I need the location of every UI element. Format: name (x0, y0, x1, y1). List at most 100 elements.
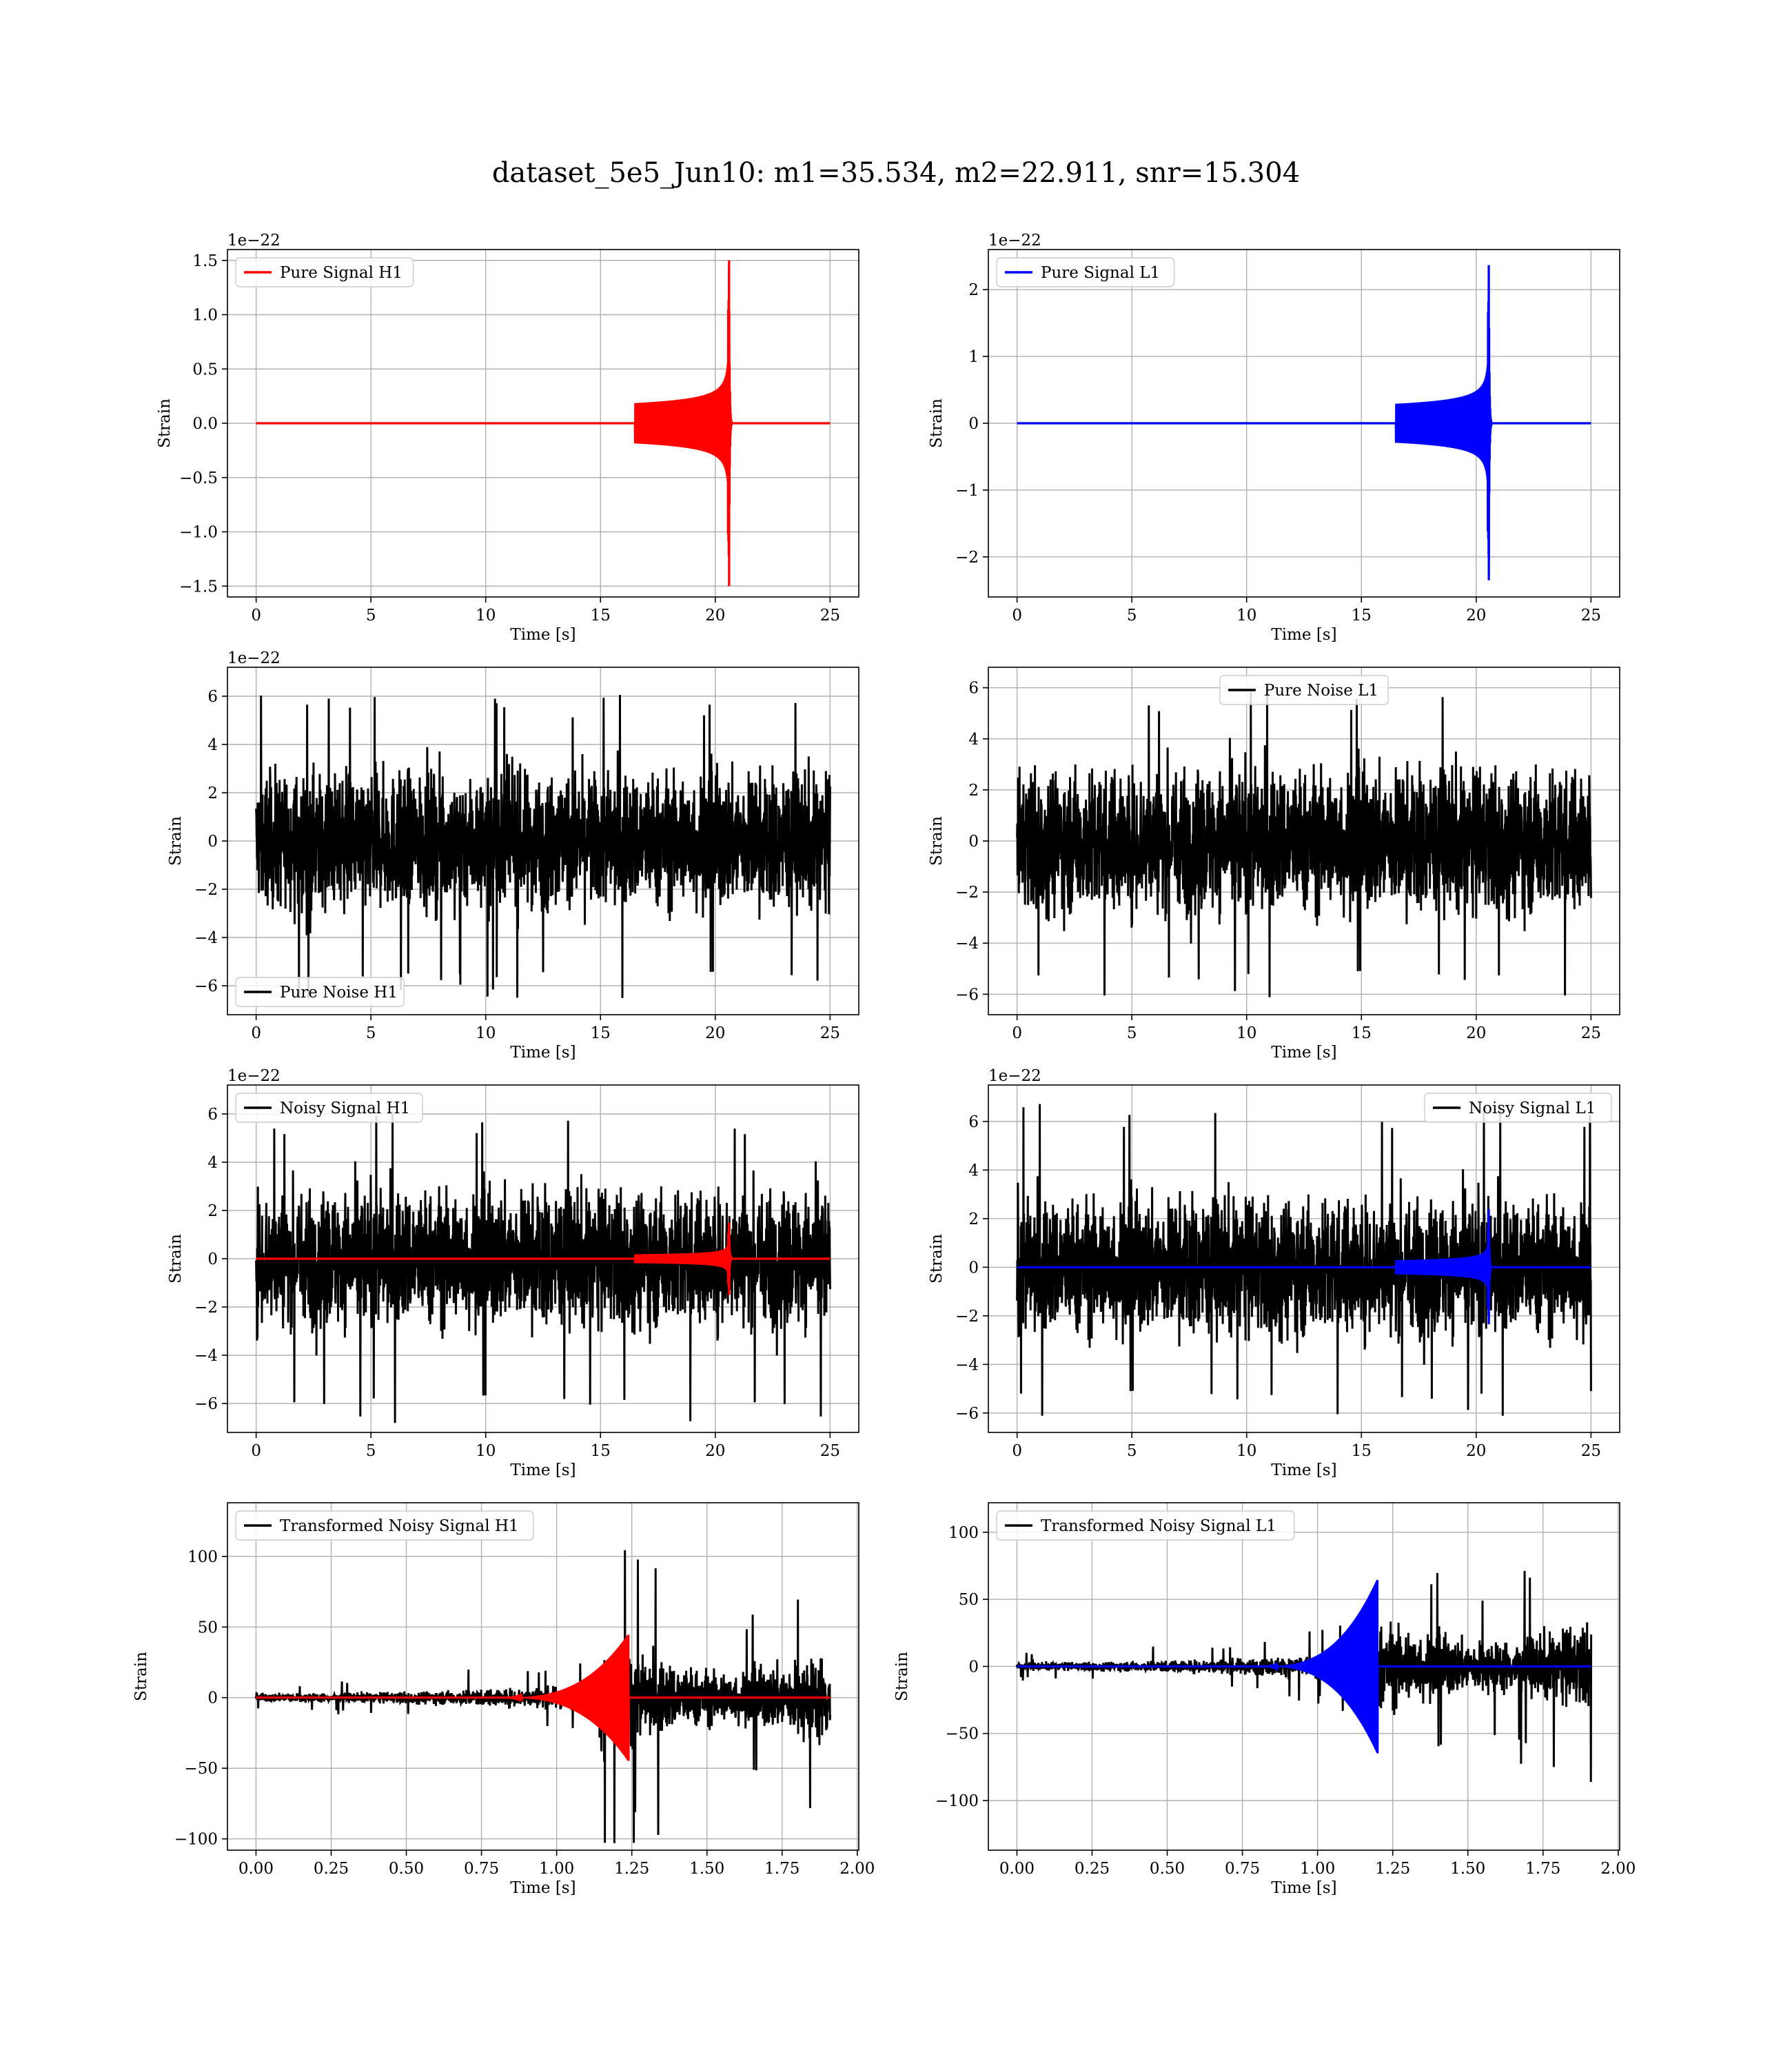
x-tick-label: 20 (1466, 1024, 1486, 1042)
plot-frame (227, 667, 859, 1015)
x-tick-label: 0.25 (1075, 1860, 1110, 1878)
series-line (1017, 1208, 1591, 1325)
y-tick-label: 2 (968, 1210, 979, 1228)
legend-label: Noisy Signal L1 (1469, 1099, 1596, 1117)
y-axis-label: Strain (893, 1652, 911, 1701)
plot-frame (227, 1502, 859, 1851)
y-axis-label: Strain (167, 816, 185, 866)
legend-label: Noisy Signal H1 (280, 1099, 410, 1117)
x-tick-label: 25 (1581, 607, 1601, 625)
x-tick-label: 5 (1127, 607, 1137, 625)
y-tick-label: −2 (194, 881, 218, 899)
x-tick-label: 0 (1012, 607, 1022, 625)
chart-pure-noise-l1: 0 5 10 15 20 25 −6 −4 −2 0 2 4 6 Time [s] Strain Pure N… (928, 667, 1620, 1062)
legend: Transformed Noisy Signal H1 (235, 1510, 534, 1541)
y-tick-label: 0 (207, 1250, 218, 1268)
chart-noisy-signal-h1: 0 5 10 15 20 25 −6 −4 −2 0 2 4 6 Time [s] Strain 1e−22 N… (167, 1067, 859, 1479)
y-tick-label: −2 (194, 1299, 218, 1317)
x-tick-label: 10 (476, 1024, 496, 1042)
x-axis-label: Time [s] (1271, 1879, 1336, 1897)
y-tick-label: −50 (184, 1760, 218, 1778)
y-tick-label: 4 (968, 1162, 979, 1179)
y-tick-label: −6 (194, 1395, 218, 1413)
legend-label: Pure Signal L1 (1041, 264, 1160, 282)
x-tick-label: 25 (1581, 1442, 1601, 1460)
y-tick-label: 6 (207, 1106, 218, 1124)
y-tick-label: 4 (968, 731, 979, 749)
y-tick-label: −1.5 (179, 578, 218, 596)
plot-frame (988, 667, 1620, 1015)
x-tick-label: 0 (251, 1024, 261, 1042)
plot-frame (227, 1084, 859, 1433)
y-offset-text: 1e−22 (227, 1067, 281, 1085)
x-tick-label: 1.50 (689, 1860, 724, 1878)
x-tick-label: 5 (366, 607, 376, 625)
legend: Noisy Signal H1 (235, 1093, 423, 1123)
legend-box (996, 1510, 1295, 1541)
x-tick-label: 1.25 (1375, 1860, 1410, 1878)
y-tick-label: −2 (955, 884, 979, 902)
x-tick-label: 20 (705, 607, 725, 625)
series-line (256, 1222, 831, 1295)
x-tick-label: 0 (1012, 1442, 1022, 1460)
x-tick-label: 2.00 (839, 1860, 875, 1878)
series-line (1017, 265, 1591, 580)
x-tick-label: 0.25 (314, 1860, 349, 1878)
y-tick-label: 0 (207, 833, 218, 851)
y-tick-label: 6 (968, 1113, 979, 1131)
x-tick-label: 25 (820, 607, 840, 625)
series-line (255, 1113, 831, 1423)
y-axis-label: Strain (132, 1652, 150, 1701)
y-tick-label: −100 (174, 1831, 218, 1849)
y-tick-label: 50 (198, 1619, 218, 1636)
y-tick-label: −4 (955, 935, 979, 953)
x-tick-label: 5 (366, 1024, 376, 1042)
legend-box (235, 257, 414, 287)
y-axis-label: Strain (928, 398, 946, 448)
x-tick-label: 20 (705, 1442, 725, 1460)
x-tick-label: 5 (366, 1442, 376, 1460)
series-line (1016, 689, 1592, 997)
y-tick-label: 0.5 (192, 361, 218, 378)
x-tick-label: 0 (251, 1442, 261, 1460)
chart-noisy-signal-l1: 0 5 10 15 20 25 −6 −4 −2 0 2 4 6 Time [s] Strain 1e−22 N… (928, 1067, 1620, 1479)
series-line (1015, 1570, 1593, 1783)
x-tick-label: 25 (820, 1024, 840, 1042)
series-line (255, 695, 831, 1000)
x-tick-label: 1.75 (764, 1860, 800, 1878)
legend: Pure Signal H1 (235, 257, 414, 287)
y-tick-label: 1.5 (192, 252, 218, 270)
chart-pure-signal-l1: 0 5 10 15 20 25 −2 −1 0 1 2 Time [s] Strain 1e−22Pure… (928, 232, 1620, 644)
y-tick-label: −1 (955, 482, 979, 500)
y-tick-label: 0 (968, 833, 979, 851)
legend: Transformed Noisy Signal L1 (996, 1510, 1295, 1541)
y-tick-label: −4 (194, 1347, 218, 1365)
y-tick-label: −0.5 (179, 469, 218, 487)
y-tick-label: 2 (968, 782, 979, 800)
x-tick-label: 1.00 (539, 1860, 574, 1878)
x-tick-label: 10 (476, 607, 496, 625)
x-tick-label: 20 (1466, 1442, 1486, 1460)
x-tick-label: 0.00 (238, 1860, 274, 1878)
y-tick-label: 1 (968, 348, 979, 366)
y-tick-label: −50 (945, 1725, 979, 1743)
legend-label: Pure Noise H1 (280, 984, 398, 1002)
legend: Pure Noise H1 (235, 977, 405, 1007)
x-tick-label: 1.50 (1450, 1860, 1485, 1878)
x-axis-label: Time [s] (1271, 1461, 1336, 1479)
y-tick-label: 2 (207, 1202, 218, 1220)
legend-label: Transformed Noisy Signal H1 (280, 1517, 519, 1535)
x-tick-label: 20 (1466, 607, 1486, 625)
legend-box (235, 1510, 534, 1541)
y-axis-label: Strain (167, 1234, 185, 1284)
y-offset-text: 1e−22 (227, 649, 281, 667)
y-offset-text: 1e−22 (988, 1067, 1041, 1085)
y-tick-label: 50 (959, 1591, 979, 1609)
y-axis-label: Strain (156, 398, 174, 448)
series-line (1016, 1104, 1592, 1416)
plot-frame (227, 249, 859, 598)
y-offset-text: 1e−22 (227, 232, 281, 250)
x-tick-label: 0 (1012, 1024, 1022, 1042)
x-tick-label: 5 (1127, 1442, 1137, 1460)
y-tick-label: 4 (207, 736, 218, 754)
